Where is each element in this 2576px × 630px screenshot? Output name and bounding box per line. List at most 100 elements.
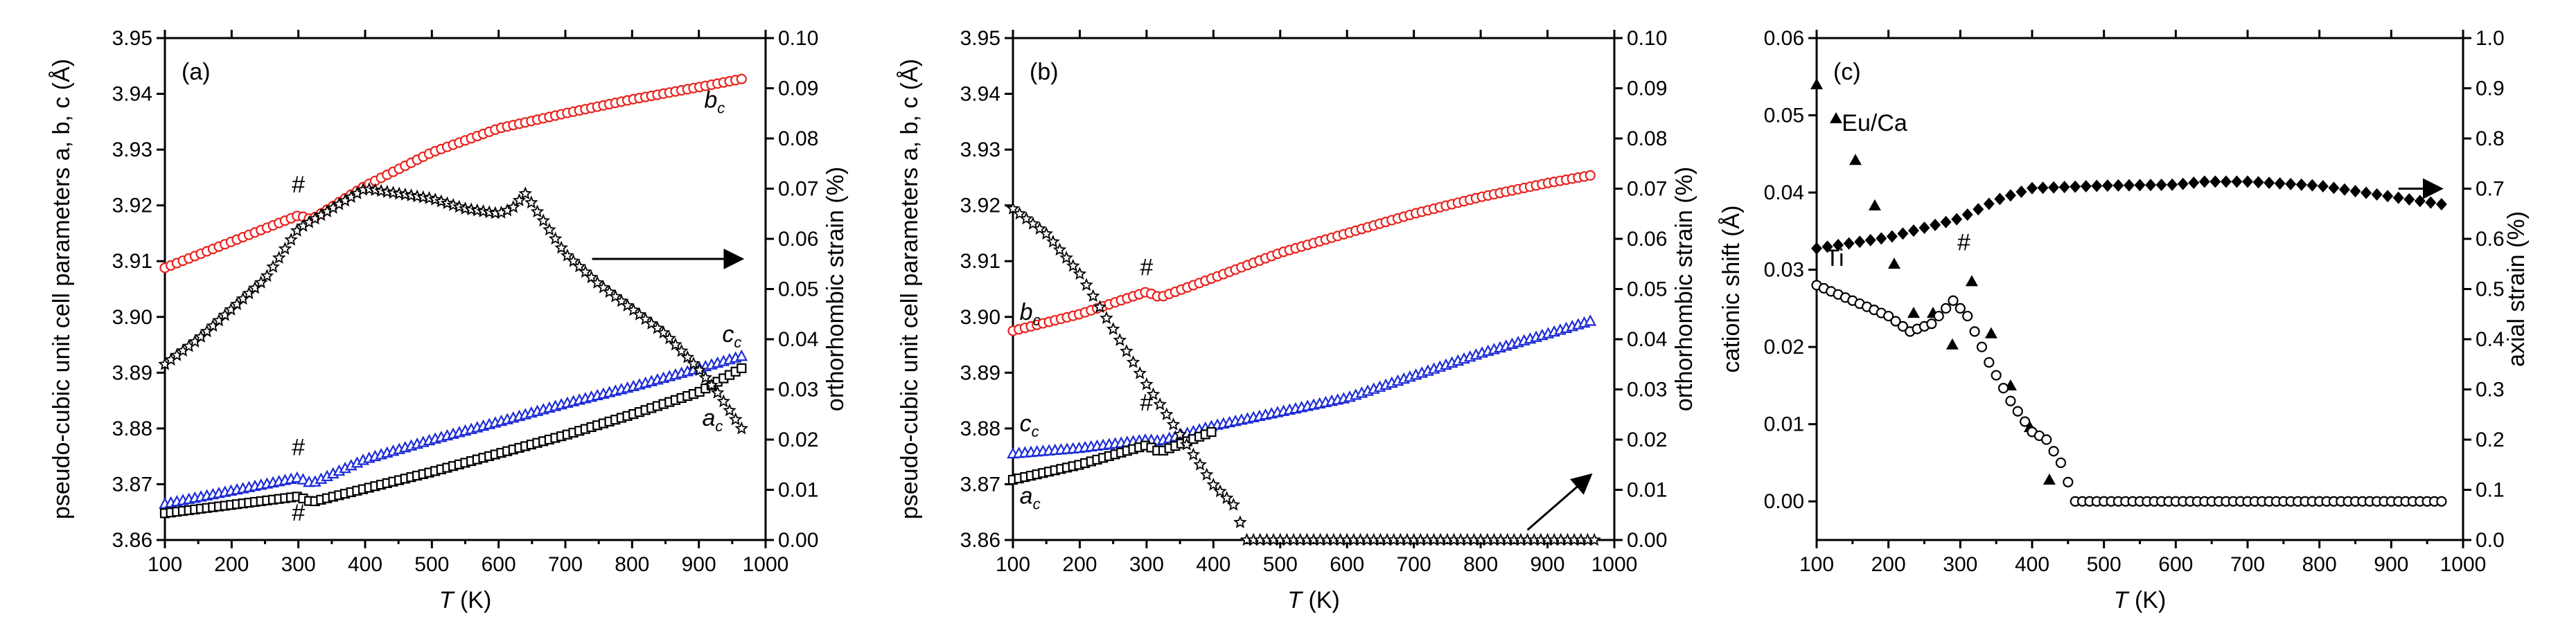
plot-frame: [1815, 37, 2464, 541]
data-point: [2198, 175, 2210, 188]
data-point: [662, 331, 677, 345]
y2-tick-label: 1.0: [2476, 27, 2505, 50]
chart-panel-3: 100 200 300 400 500 600 700 800 900 1000 0.00 0.01 0…: [1718, 27, 2530, 613]
data-point: [1887, 258, 1900, 269]
data-point: [2112, 179, 2124, 192]
data-point: [470, 203, 484, 217]
y2-tick-label: 0.1: [2476, 479, 2505, 502]
data-point: [1983, 197, 1995, 210]
x-tick-label: 700: [548, 553, 583, 576]
data-point: [1948, 295, 1959, 306]
y2-tick-label: 0.07: [778, 178, 818, 201]
data-point: [692, 363, 707, 377]
data-point: [687, 357, 700, 370]
data-point: [734, 421, 749, 435]
data-point: [698, 370, 713, 384]
data-point: [1153, 397, 1167, 411]
x-tick-label: 1000: [2440, 553, 2487, 576]
data-point: [2048, 181, 2060, 194]
data-point: [284, 233, 298, 246]
data-point: [398, 187, 412, 201]
x-tick-label: 100: [1799, 553, 1834, 576]
x-tick-label: 500: [1263, 553, 1298, 576]
y2-tick-label: 0.09: [1627, 78, 1667, 100]
data-point: [464, 202, 479, 216]
data-point: [536, 213, 551, 227]
data-point: [2436, 496, 2447, 507]
data-point: [2058, 181, 2070, 194]
data-point: [1206, 477, 1221, 491]
y-tick-label: 0.01: [1764, 413, 1804, 436]
data-point: [548, 231, 563, 245]
x-tick-label: 1000: [743, 553, 789, 576]
y-axis-label: cationic shift (Å): [1718, 206, 1745, 373]
data-point: [2070, 180, 2081, 193]
data-point: [1226, 497, 1241, 511]
data-point: [1052, 242, 1067, 256]
hash-marker: #: [292, 435, 305, 461]
data-point: [1854, 235, 1866, 249]
series-a_c: [159, 363, 747, 519]
hash-marker: #: [1957, 230, 1970, 256]
data-point: [566, 253, 581, 267]
y-tick-label: 3.89: [960, 361, 1000, 384]
y-tick-label: 0.03: [1764, 259, 1804, 282]
data-point: [716, 394, 731, 408]
x-tick-label: 900: [682, 553, 716, 576]
series-label: ac: [1020, 483, 1041, 513]
y-tick-label: 3.95: [112, 27, 152, 50]
data-point: [2167, 178, 2178, 191]
y-tick-label: 3.94: [112, 83, 152, 106]
series-Ti: [1811, 280, 2447, 507]
data-point: [1213, 484, 1227, 498]
y2-tick-label: 0.01: [778, 479, 818, 502]
data-point: [710, 385, 725, 399]
x-axis-label: T (K): [2114, 587, 2167, 613]
data-point: [669, 337, 682, 351]
data-point: [736, 73, 747, 84]
data-point: [2027, 181, 2038, 195]
data-point: [1032, 222, 1047, 235]
data-point: [1039, 226, 1054, 240]
data-point: [1159, 407, 1174, 421]
data-point: [254, 275, 268, 289]
data-point: [2252, 176, 2264, 189]
data-point: [1811, 242, 1822, 255]
data-point: [1930, 218, 1941, 231]
data-point: [736, 363, 747, 374]
data-point: [1829, 112, 1842, 123]
data-point: [1199, 467, 1214, 481]
data-point: [2242, 175, 2253, 188]
y-tick-label: 0.06: [1764, 27, 1804, 50]
x-tick-label: 700: [2230, 553, 2265, 576]
data-point: [1946, 338, 1959, 350]
x-axis-label: T (K): [1287, 587, 1340, 613]
panel-label: (a): [182, 59, 211, 85]
series-label: Ti: [1825, 245, 1844, 271]
data-point: [1166, 417, 1181, 431]
y2-tick-label: 0.08: [778, 127, 818, 150]
data-point: [1997, 383, 2009, 394]
data-point: [1012, 206, 1027, 220]
x-tick-label: 300: [281, 553, 316, 576]
data-point: [1955, 303, 1966, 314]
data-point: [410, 189, 424, 203]
data-point: [2012, 406, 2023, 417]
hash-marker: #: [292, 172, 305, 198]
data-point: [272, 251, 286, 264]
data-point: [2295, 178, 2307, 191]
y2-tick-label: 0.03: [1627, 379, 1667, 402]
data-point: [2392, 191, 2404, 204]
y2-tick-label: 0.03: [778, 379, 818, 402]
data-point: [1120, 344, 1133, 357]
panel-label: (b): [1030, 59, 1059, 85]
y-tick-label: 0.00: [1764, 490, 1804, 513]
axis-arrow: [1526, 473, 1593, 531]
data-point: [368, 183, 382, 196]
data-point: [1079, 278, 1093, 291]
data-point: [1941, 303, 1952, 314]
data-point: [2264, 177, 2275, 190]
data-point: [2338, 183, 2350, 196]
data-point: [392, 186, 406, 200]
